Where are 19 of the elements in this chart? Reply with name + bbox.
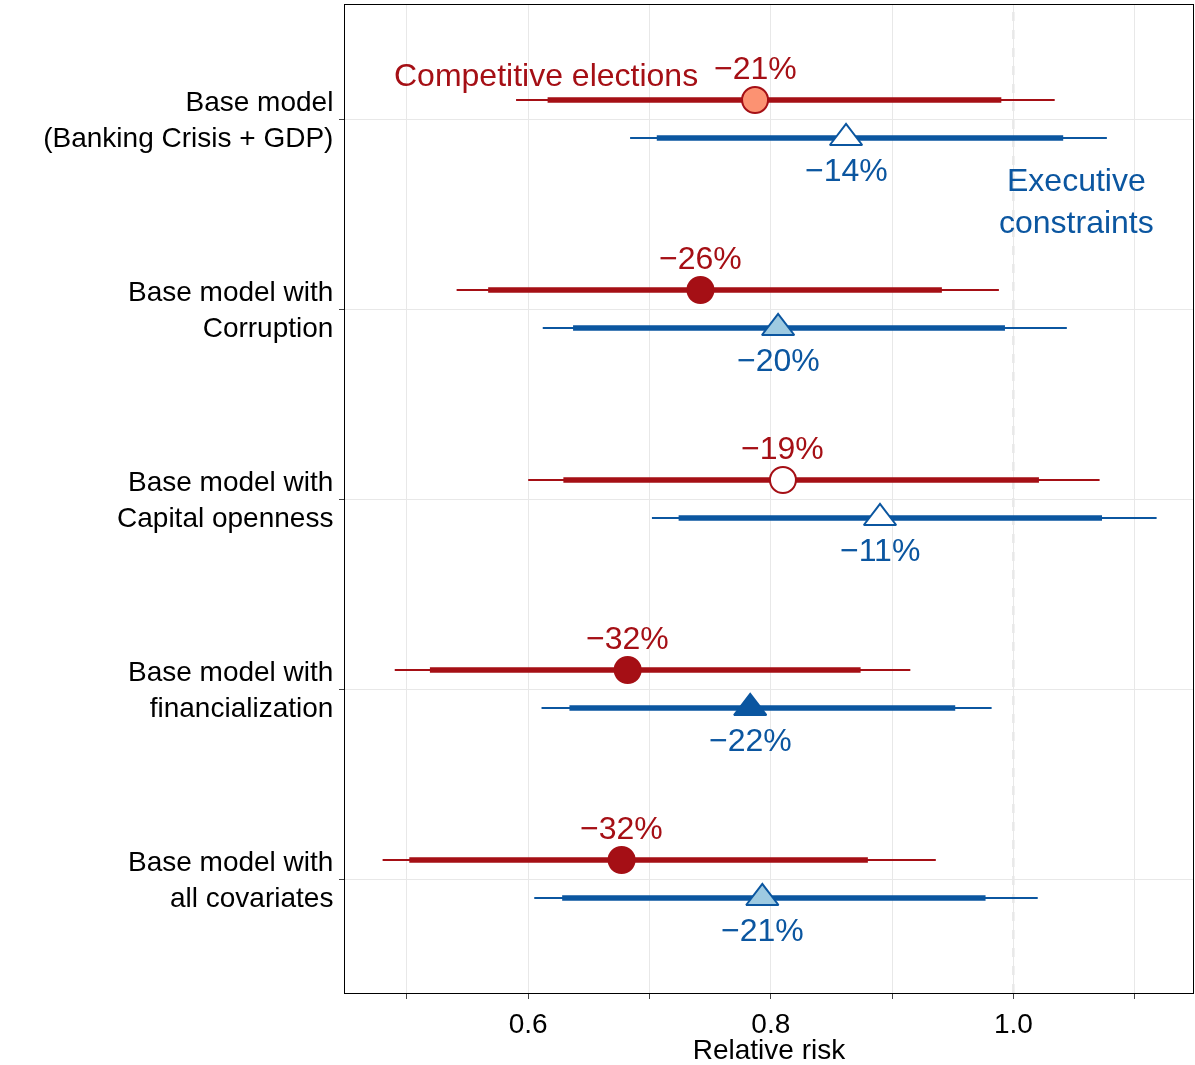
annotation: −19% — [741, 430, 824, 466]
x-tick-label: 1.0 — [993, 1007, 1033, 1039]
series-label: Competitive elections — [394, 57, 699, 93]
annotation: −32% — [580, 810, 663, 846]
y-tick-label: Base model with Corruption — [127, 275, 334, 343]
annotation: −32% — [586, 620, 669, 656]
y-tick-label: Base model with financialization — [127, 655, 334, 723]
annotation: −11% — [840, 532, 921, 568]
annotation: −21% — [721, 912, 804, 948]
annotation: −14% — [805, 152, 888, 188]
y-tick-label: Base model with all covariates — [127, 845, 334, 913]
annotation: −21% — [714, 50, 797, 86]
y-tick-label: Base model (Banking Crisis + GDP) — [43, 85, 334, 153]
annotation: −20% — [737, 342, 820, 378]
x-tick-label: 0.6 — [508, 1007, 548, 1039]
annotation: −26% — [659, 240, 742, 276]
y-tick-label: Base model with Capital openness — [117, 465, 334, 533]
annotation: −22% — [709, 722, 792, 758]
text: Executive constraints — [999, 162, 1154, 240]
